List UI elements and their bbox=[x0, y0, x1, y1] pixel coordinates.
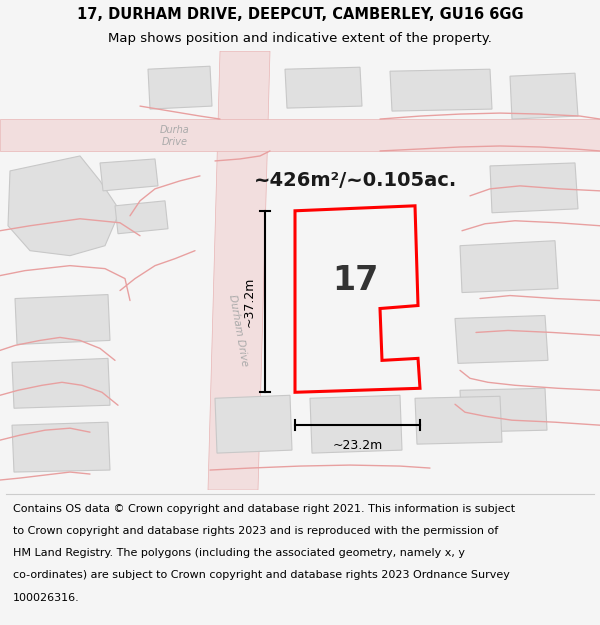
Text: co-ordinates) are subject to Crown copyright and database rights 2023 Ordnance S: co-ordinates) are subject to Crown copyr… bbox=[13, 571, 510, 581]
Polygon shape bbox=[115, 201, 168, 234]
Text: HM Land Registry. The polygons (including the associated geometry, namely x, y: HM Land Registry. The polygons (includin… bbox=[13, 548, 465, 558]
Text: ~37.2m: ~37.2m bbox=[242, 276, 256, 327]
Text: 100026316.: 100026316. bbox=[13, 592, 80, 602]
Polygon shape bbox=[12, 422, 110, 472]
Polygon shape bbox=[415, 396, 502, 444]
Text: ~23.2m: ~23.2m bbox=[332, 439, 383, 452]
Polygon shape bbox=[0, 119, 600, 151]
Polygon shape bbox=[460, 241, 558, 292]
Text: ~426m²/~0.105ac.: ~426m²/~0.105ac. bbox=[253, 171, 457, 191]
Text: 17: 17 bbox=[332, 264, 378, 297]
Polygon shape bbox=[455, 316, 548, 363]
Polygon shape bbox=[285, 68, 362, 108]
Polygon shape bbox=[310, 395, 402, 453]
Polygon shape bbox=[148, 66, 212, 109]
Text: 17, DURHAM DRIVE, DEEPCUT, CAMBERLEY, GU16 6GG: 17, DURHAM DRIVE, DEEPCUT, CAMBERLEY, GU… bbox=[77, 7, 523, 22]
Text: to Crown copyright and database rights 2023 and is reproduced with the permissio: to Crown copyright and database rights 2… bbox=[13, 526, 499, 536]
Polygon shape bbox=[215, 395, 292, 453]
Polygon shape bbox=[100, 159, 158, 191]
Polygon shape bbox=[460, 388, 547, 432]
Polygon shape bbox=[490, 163, 578, 212]
Text: Contains OS data © Crown copyright and database right 2021. This information is : Contains OS data © Crown copyright and d… bbox=[13, 504, 515, 514]
Text: Durham Drive: Durham Drive bbox=[227, 294, 249, 368]
Polygon shape bbox=[12, 358, 110, 408]
Polygon shape bbox=[390, 69, 492, 111]
Polygon shape bbox=[510, 73, 578, 119]
Polygon shape bbox=[15, 294, 110, 344]
Text: Durha
Drive: Durha Drive bbox=[160, 125, 190, 147]
Polygon shape bbox=[208, 51, 270, 490]
Text: Map shows position and indicative extent of the property.: Map shows position and indicative extent… bbox=[108, 32, 492, 45]
Polygon shape bbox=[8, 156, 120, 256]
